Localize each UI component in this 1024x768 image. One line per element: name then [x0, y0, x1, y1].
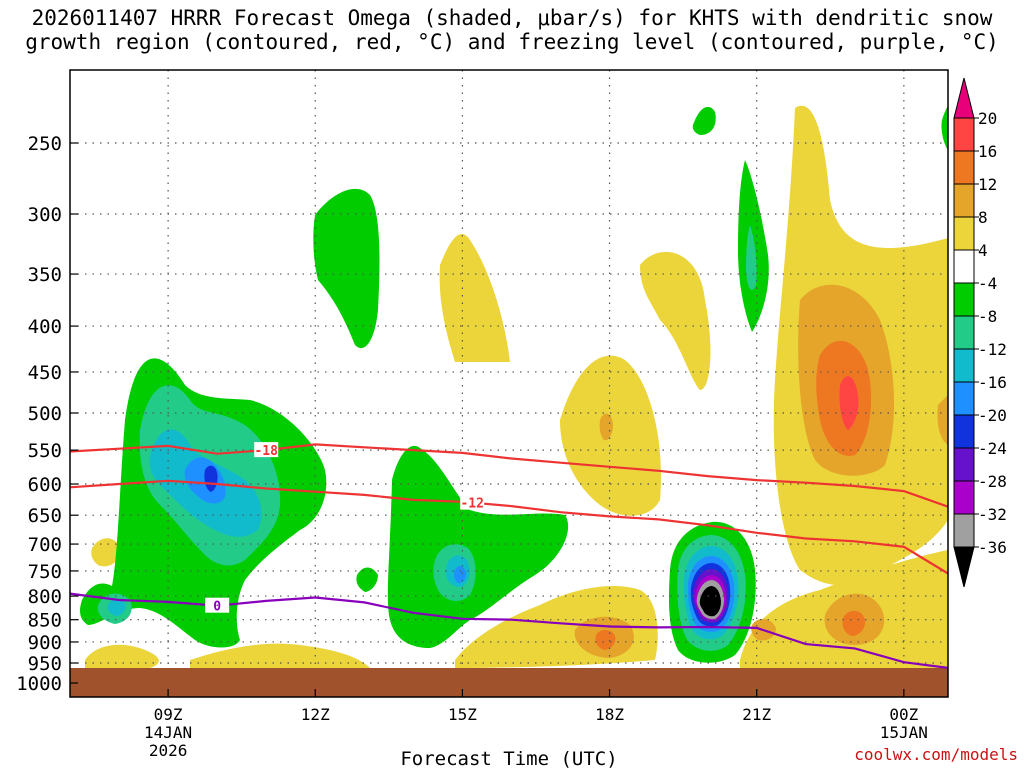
chart-title-line-1: 2026011407 HRRR Forecast Omega (shaded, …: [31, 6, 993, 30]
omega-region-ascent-15z: [387, 445, 569, 648]
colorbar-swatch-5: [953, 249, 975, 284]
y-tick-label-1000: 1000: [16, 673, 62, 695]
colorbar-label-20: 20: [978, 109, 997, 128]
colorbar-label-12: 12: [978, 175, 997, 194]
omega-region-ascent-15z-peak: [454, 566, 467, 584]
omega-region-descent-peak-east: [839, 376, 859, 430]
isotherm-minus-18-label: -18: [254, 444, 278, 459]
omega-region-descent-15z: [439, 234, 510, 362]
isotherm-minus-12: [69, 479, 949, 575]
colorbar-swatch-4: [953, 216, 975, 251]
y-tick-label-450: 450: [28, 362, 62, 384]
omega-region-ascent-west-peak: [204, 465, 218, 492]
colorbar-swatch-12: [953, 480, 975, 515]
colorbar: 20 16 12 8 4 -4 -8 -12 -16 -20 -24 -28 -32 -36: [953, 77, 1007, 588]
x-tick-date-09Z: 14JAN: [144, 723, 192, 742]
freezing-level-line-label: 0: [213, 600, 221, 615]
colorbar-label-4: 4: [978, 241, 988, 260]
ground-surface: [70, 668, 948, 697]
omega-region-descent-peak-east-low: [842, 610, 866, 636]
colorbar-label--36: -36: [978, 538, 1007, 557]
colorbar-arrow-bottom: [953, 546, 975, 588]
colorbar-swatch-7: [953, 315, 975, 350]
colorbar-label--4: -4: [978, 274, 997, 293]
colorbar-swatch-2: [953, 150, 975, 185]
omega-shading: [80, 105, 948, 668]
y-tick-label-750: 750: [28, 561, 62, 583]
y-axis: 2503003504004505005506006507007508008509…: [16, 133, 78, 695]
omega-region-descent-low-west: [85, 644, 159, 668]
y-tick-label-950: 950: [28, 653, 62, 675]
omega-region-ascent-west-low-core: [107, 599, 126, 616]
x-tick-year-09Z: 2026: [149, 741, 188, 760]
y-tick-label-250: 250: [28, 133, 62, 155]
colorbar-swatch-1: [953, 117, 975, 152]
colorbar-label--16: -16: [978, 373, 1007, 392]
y-tick-label-650: 650: [28, 505, 62, 527]
isotherm-minus-12-label-bg: [460, 494, 485, 510]
y-tick-label-600: 600: [28, 474, 62, 496]
omega-region-descent-low-mid: [190, 643, 370, 668]
colorbar-label--32: -32: [978, 505, 1007, 524]
omega-region-descent-core-18z-mid: [599, 413, 613, 441]
isotherm-minus-18: [69, 443, 949, 508]
chart-title: 2026011407 HRRR Forecast Omega (shaded, …: [0, 6, 1024, 54]
omega-region-descent-core-east-edge: [937, 395, 948, 445]
y-tick-label-850: 850: [28, 610, 62, 632]
omega-region-ascent-top: [692, 106, 716, 135]
contours: -18 -12 0: [69, 442, 949, 669]
y-tick-label-800: 800: [28, 586, 62, 608]
colorbar-arrow-top: [953, 77, 975, 119]
colorbar-swatch-13: [953, 513, 975, 548]
colorbar-swatch-6: [953, 282, 975, 317]
omega-region-descent-upper-mid: [640, 251, 711, 390]
omega-region-ascent-top-east: [941, 106, 948, 150]
x-tick-label-00Z: 00Z: [889, 705, 918, 724]
omega-region-descent-small-west: [91, 538, 121, 567]
colorbar-label-16: 16: [978, 142, 997, 161]
y-tick-label-350: 350: [28, 264, 62, 286]
isotherm-minus-18-label-bg: [254, 442, 279, 458]
y-tick-label-500: 500: [28, 403, 62, 425]
x-axis-label: Forecast Time (UTC): [400, 748, 617, 768]
colorbar-label--8: -8: [978, 307, 997, 326]
colorbar-swatch-11: [953, 447, 975, 482]
x-tick-date-00Z: 15JAN: [880, 723, 928, 742]
colorbar-label--24: -24: [978, 439, 1007, 458]
colorbar-label-8: 8: [978, 208, 988, 227]
x-tick-label-18Z: 18Z: [595, 705, 624, 724]
chart-title-line-2: growth region (contoured, red, °C) and f…: [25, 30, 999, 54]
x-tick-label-12Z: 12Z: [301, 705, 330, 724]
colorbar-swatch-3: [953, 183, 975, 218]
credit-text: coolwx.com/models: [854, 745, 1018, 764]
colorbar-label--28: -28: [978, 472, 1007, 491]
isotherm-minus-12-label: -12: [460, 497, 483, 512]
omega-region-ascent-20z-peak: [699, 586, 721, 617]
colorbar-swatch-9: [953, 381, 975, 416]
omega-region-ascent-upper-west: [313, 188, 380, 349]
y-tick-label-900: 900: [28, 632, 62, 654]
x-tick-label-09Z: 09Z: [154, 705, 183, 724]
omega-region-ascent-small: [356, 567, 378, 592]
freezing-level-line-label-bg: [205, 597, 230, 613]
x-tick-label-21Z: 21Z: [742, 705, 771, 724]
y-tick-label-400: 400: [28, 316, 62, 338]
y-tick-label-550: 550: [28, 440, 62, 462]
colorbar-swatch-10: [953, 414, 975, 449]
x-tick-label-15Z: 15Z: [448, 705, 477, 724]
plot-frame: [69, 69, 949, 698]
colorbar-swatch-8: [953, 348, 975, 383]
colorbar-label--20: -20: [978, 406, 1007, 425]
y-tick-label-700: 700: [28, 534, 62, 556]
colorbar-label--12: -12: [978, 340, 1007, 359]
y-tick-label-300: 300: [28, 204, 62, 226]
omega-region-descent-peak-18z-low: [595, 629, 616, 650]
